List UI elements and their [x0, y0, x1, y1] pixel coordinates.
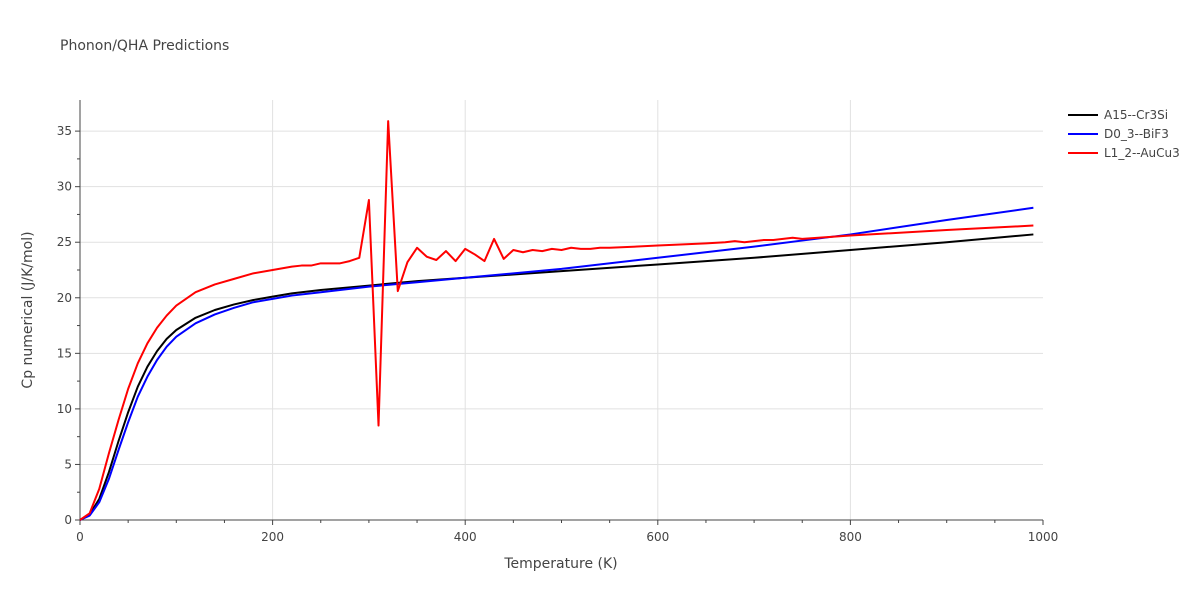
series-line-1[interactable] [79, 233, 1034, 521]
x-tick-label: 800 [839, 530, 862, 544]
legend-label: D0_3--BiF3 [1104, 127, 1169, 141]
axes: 0 200 400 600 800 1000 0 5 10 15 20 25 30 35 [57, 100, 1059, 544]
legend-item-1[interactable]: A15--Cr3Si [1068, 108, 1168, 122]
y-tick-label: 25 [57, 235, 72, 249]
x-axis-title: Temperature (K) [503, 556, 617, 572]
x-tick-label: 400 [454, 530, 477, 544]
grid [80, 100, 1043, 520]
y-tick-label: 0 [64, 513, 72, 527]
y-tick-label: 10 [57, 402, 72, 416]
series-line-2[interactable] [79, 206, 1034, 521]
series-group [79, 120, 1034, 521]
series-line-3[interactable] [79, 120, 1034, 521]
y-tick-label: 20 [57, 291, 72, 305]
chart-title: Phonon/QHA Predictions [60, 38, 229, 54]
legend-label: A15--Cr3Si [1104, 108, 1168, 122]
y-tick-label: 35 [57, 124, 72, 138]
y-tick-label: 30 [57, 180, 72, 194]
x-tick-label: 200 [261, 530, 284, 544]
y-tick-label: 5 [64, 457, 72, 471]
y-axis-title: Cp numerical (J/K/mol) [20, 231, 36, 388]
x-tick-label: 600 [646, 530, 669, 544]
x-tick-label: 1000 [1028, 530, 1059, 544]
legend-item-2[interactable]: D0_3--BiF3 [1068, 127, 1169, 141]
legend[interactable]: A15--Cr3Si D0_3--BiF3 L1_2--AuCu3 [1068, 108, 1180, 160]
y-tick-label: 15 [57, 346, 72, 360]
legend-item-3[interactable]: L1_2--AuCu3 [1068, 146, 1180, 160]
legend-label: L1_2--AuCu3 [1104, 146, 1180, 160]
x-tick-label: 0 [76, 530, 84, 544]
